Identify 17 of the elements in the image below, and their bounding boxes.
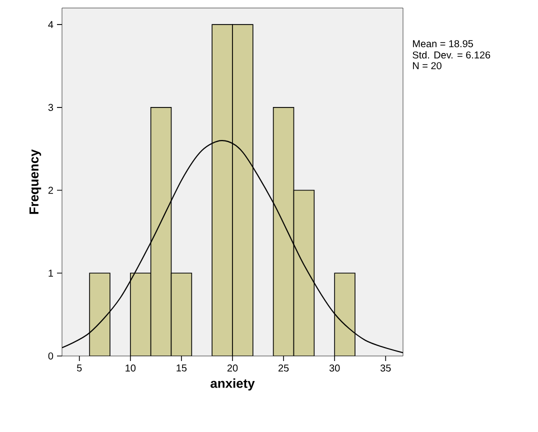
y-tick-label: 3: [48, 104, 54, 111]
y-tick-label: 1: [48, 270, 53, 277]
x-axis-title: anxiety: [210, 378, 255, 390]
text: Std. Dev. = 6.126: [412, 51, 490, 59]
x-tick-label: 15: [176, 364, 187, 372]
x-tick-label: 30: [329, 364, 340, 372]
y-tick-label: 2: [48, 186, 53, 194]
y-tick-label: 0: [48, 352, 54, 360]
x-tick-label: 25: [278, 364, 289, 372]
y-tick-label: 4: [48, 21, 54, 28]
text: N = 20: [413, 62, 442, 70]
x-tick-label: 20: [227, 364, 238, 372]
y-axis-title: Frequency: [30, 149, 42, 214]
text: Mean = 18.95: [413, 40, 473, 48]
x-tick-label: 35: [380, 364, 391, 372]
x-tick-label: 10: [126, 364, 136, 372]
x-tick-label: 5: [76, 364, 82, 372]
